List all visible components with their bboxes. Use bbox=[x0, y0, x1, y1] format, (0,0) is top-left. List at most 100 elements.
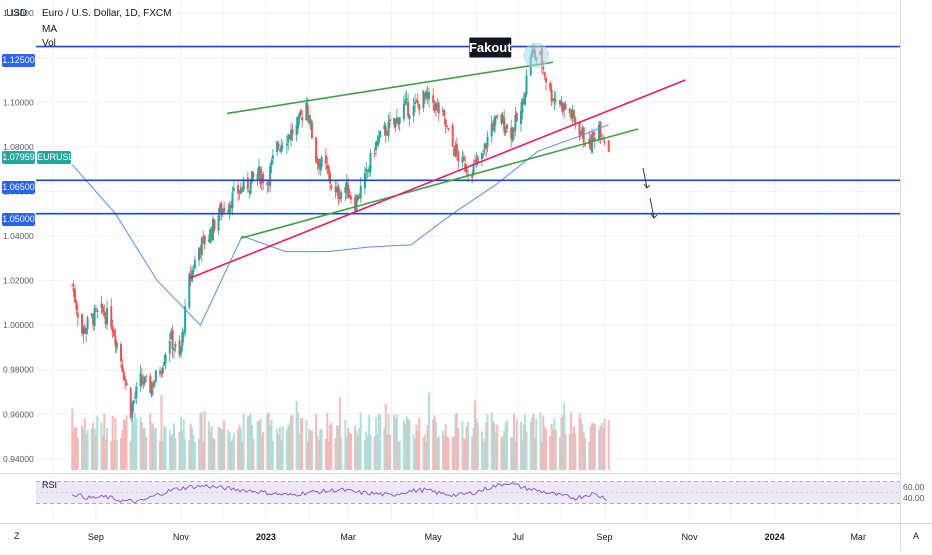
candle-body bbox=[209, 229, 212, 243]
y-tick-label: 1.02000 bbox=[3, 276, 34, 286]
volume-bar bbox=[412, 434, 415, 470]
channel-line bbox=[226, 61, 554, 115]
volume-bar bbox=[471, 436, 474, 470]
volume-bar bbox=[553, 417, 556, 470]
volume-bar bbox=[317, 439, 320, 470]
candle-body bbox=[179, 346, 182, 355]
volume-bar bbox=[85, 434, 88, 470]
volume-bar bbox=[408, 419, 411, 470]
volume-bar bbox=[211, 437, 214, 470]
volume-bar bbox=[287, 426, 290, 470]
volume-bar bbox=[101, 435, 104, 470]
candle-body bbox=[309, 119, 312, 124]
trend-line bbox=[188, 79, 686, 280]
volume-bar bbox=[386, 434, 389, 470]
zoom-button[interactable]: Z bbox=[14, 531, 20, 541]
volume-bar bbox=[285, 429, 288, 470]
volume-bar bbox=[345, 436, 348, 470]
vol-indicator-label[interactable]: Vol bbox=[42, 38, 56, 49]
volume-bar bbox=[145, 436, 148, 470]
candle-body bbox=[607, 140, 610, 152]
candle-body bbox=[111, 325, 114, 333]
volume-bar bbox=[262, 431, 265, 470]
price-tag-current: 1.07959 bbox=[2, 151, 35, 164]
candle-body bbox=[132, 401, 135, 405]
candle-body bbox=[356, 195, 359, 201]
volume-bar bbox=[310, 430, 313, 470]
candle-body bbox=[221, 209, 224, 213]
volume-bar bbox=[230, 441, 233, 470]
candle-body bbox=[496, 115, 499, 118]
volume-bar bbox=[486, 414, 489, 470]
candle-body bbox=[398, 117, 401, 124]
candle-body bbox=[96, 310, 99, 313]
candle-body bbox=[164, 354, 167, 364]
volume-bar bbox=[533, 438, 536, 470]
candle-body bbox=[241, 190, 244, 192]
volume-bar bbox=[181, 430, 184, 470]
volume-bar bbox=[281, 426, 284, 470]
volume-bar bbox=[529, 421, 532, 470]
volume-bar bbox=[266, 413, 269, 470]
volume-bar bbox=[597, 430, 600, 470]
volume-bar bbox=[426, 425, 429, 470]
volume-bar bbox=[581, 424, 584, 470]
candle-body bbox=[402, 103, 405, 120]
candle-body bbox=[407, 101, 410, 117]
volume-bar bbox=[106, 427, 109, 470]
auto-scale-button[interactable]: A bbox=[913, 531, 920, 541]
currency-label[interactable]: USD bbox=[6, 8, 28, 19]
volume-bar bbox=[159, 441, 162, 470]
volume-bar bbox=[121, 429, 124, 470]
candle-body bbox=[319, 164, 322, 171]
price-tag-1050: 1.05000 bbox=[2, 213, 35, 226]
candle-body bbox=[383, 124, 386, 130]
candle-body bbox=[519, 110, 522, 125]
candle-body bbox=[395, 117, 398, 122]
x-tick-label: Nov bbox=[682, 532, 699, 542]
candle-body bbox=[113, 330, 116, 337]
candle-body bbox=[467, 173, 469, 175]
volume-bar bbox=[493, 423, 496, 470]
volume-bar bbox=[207, 421, 210, 470]
volume-bar bbox=[373, 436, 376, 470]
candle-body bbox=[338, 197, 341, 200]
volume-bar bbox=[432, 419, 435, 470]
candle-body bbox=[291, 129, 294, 135]
candle-body bbox=[85, 328, 88, 334]
volume-bar bbox=[338, 397, 341, 470]
candle-body bbox=[423, 93, 426, 97]
candle-body bbox=[125, 382, 128, 386]
candle-body bbox=[281, 146, 284, 148]
ma-indicator-label[interactable]: MA bbox=[42, 24, 57, 35]
candle-body bbox=[589, 138, 592, 150]
volume-bar bbox=[393, 414, 396, 470]
volume-bar bbox=[472, 427, 475, 470]
candle-body bbox=[454, 145, 457, 157]
volume-bar bbox=[337, 425, 340, 470]
volume-bar bbox=[93, 428, 96, 470]
volume-bar bbox=[578, 413, 581, 470]
candle-body bbox=[552, 99, 555, 101]
candle-body bbox=[75, 301, 78, 310]
candle-body bbox=[248, 190, 251, 192]
volume-bar bbox=[422, 437, 425, 470]
candle-body bbox=[553, 98, 556, 102]
candle-body bbox=[211, 218, 214, 241]
candle-body bbox=[568, 108, 571, 114]
candle-body bbox=[545, 77, 548, 83]
candle-body bbox=[110, 306, 113, 328]
volume-bar bbox=[599, 425, 602, 470]
volume-bar bbox=[164, 427, 167, 470]
candle-body bbox=[170, 331, 173, 340]
candle-body bbox=[262, 173, 265, 184]
x-tick-label: Nov bbox=[173, 532, 190, 542]
candle-body bbox=[564, 104, 567, 110]
candle-body bbox=[266, 182, 269, 185]
volume-bar bbox=[170, 435, 173, 470]
volume-bar bbox=[384, 403, 387, 470]
candle-body bbox=[386, 133, 389, 136]
candle-body bbox=[369, 152, 372, 172]
